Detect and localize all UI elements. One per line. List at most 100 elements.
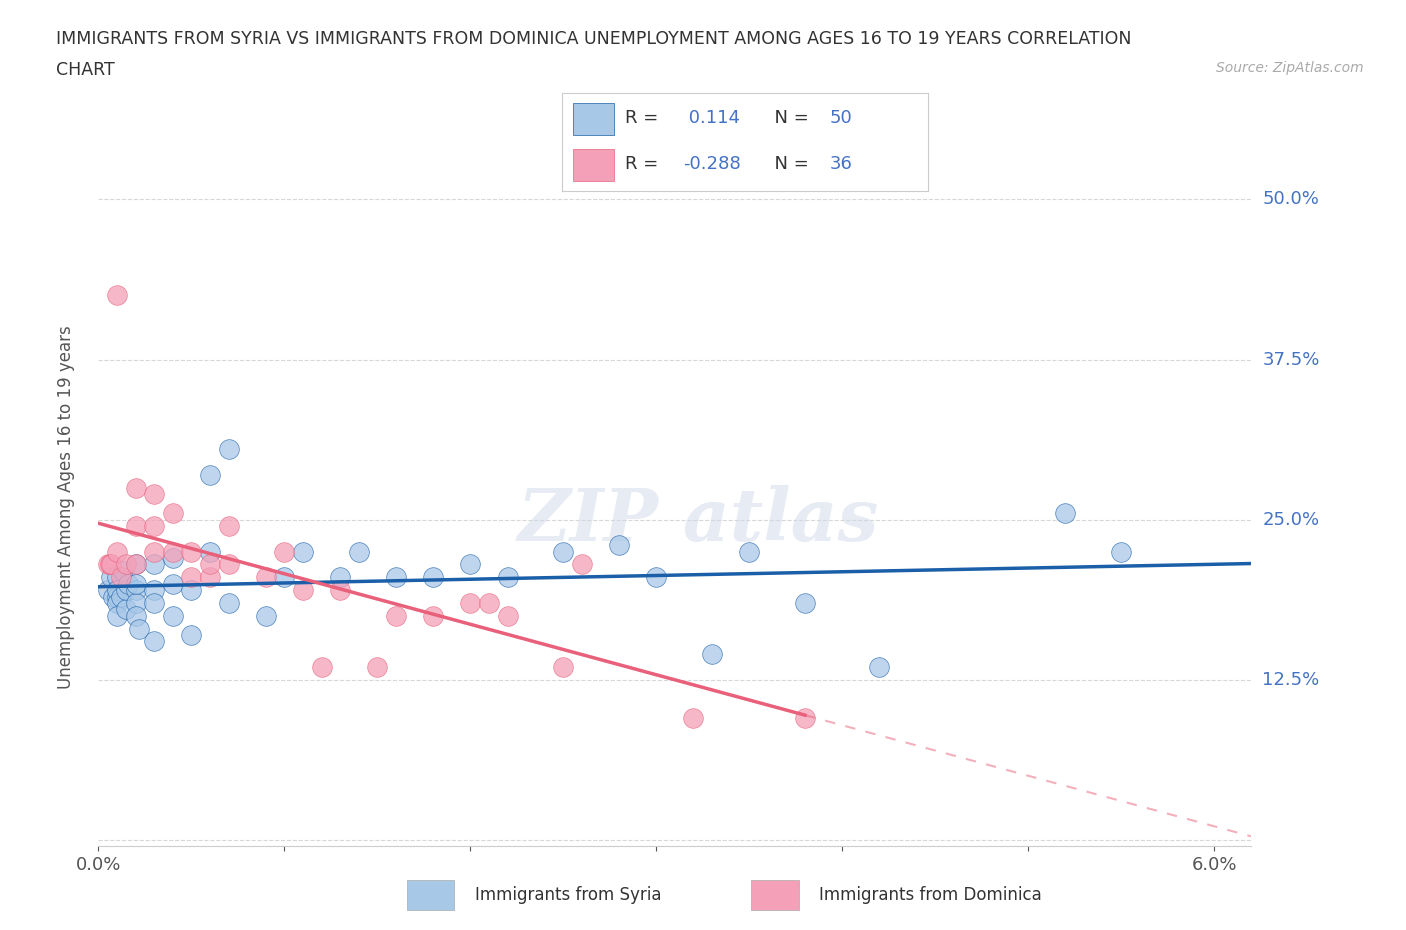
Point <box>105 608 128 623</box>
Point <box>128 621 150 636</box>
Point <box>496 608 519 623</box>
Point <box>254 570 277 585</box>
FancyBboxPatch shape <box>751 880 799 910</box>
Point <box>218 557 240 572</box>
Point <box>100 570 122 585</box>
Point <box>198 570 221 585</box>
Point <box>198 468 221 483</box>
Point <box>111 564 134 578</box>
Point <box>478 595 501 610</box>
Point <box>273 544 295 559</box>
Text: 25.0%: 25.0% <box>1263 511 1320 528</box>
Point <box>97 557 120 572</box>
Text: N =: N = <box>763 110 815 127</box>
Point <box>180 544 202 559</box>
Point <box>496 570 519 585</box>
Point <box>291 544 314 559</box>
Point <box>124 595 146 610</box>
Point <box>105 570 128 585</box>
Point <box>162 551 184 565</box>
Point <box>162 506 184 521</box>
Text: 0.114: 0.114 <box>683 110 740 127</box>
Point <box>143 634 166 649</box>
Point <box>105 544 128 559</box>
Point <box>460 557 482 572</box>
Point <box>162 608 184 623</box>
Point <box>124 583 146 598</box>
Point <box>115 557 138 572</box>
Text: N =: N = <box>763 155 815 173</box>
Point <box>115 583 138 598</box>
Text: Source: ZipAtlas.com: Source: ZipAtlas.com <box>1216 61 1364 75</box>
FancyBboxPatch shape <box>408 880 454 910</box>
Point <box>645 570 668 585</box>
Point <box>1054 506 1077 521</box>
FancyBboxPatch shape <box>574 103 613 135</box>
Point <box>97 583 120 598</box>
Text: IMMIGRANTS FROM SYRIA VS IMMIGRANTS FROM DOMINICA UNEMPLOYMENT AMONG AGES 16 TO : IMMIGRANTS FROM SYRIA VS IMMIGRANTS FROM… <box>56 30 1132 47</box>
Point <box>571 557 593 572</box>
Point <box>124 557 146 572</box>
Point <box>553 659 575 674</box>
Point <box>385 570 408 585</box>
Point <box>422 570 444 585</box>
Point <box>143 583 166 598</box>
Point <box>143 544 166 559</box>
Point <box>180 583 202 598</box>
Text: CHART: CHART <box>56 61 115 79</box>
Point <box>105 589 128 604</box>
Point <box>366 659 388 674</box>
Text: Immigrants from Dominica: Immigrants from Dominica <box>818 886 1042 904</box>
Point <box>162 577 184 591</box>
Point <box>254 608 277 623</box>
Point <box>329 570 352 585</box>
Point <box>143 486 166 501</box>
Text: 50.0%: 50.0% <box>1263 191 1319 208</box>
Point <box>347 544 370 559</box>
Point <box>218 519 240 534</box>
Point <box>329 583 352 598</box>
Point <box>124 577 146 591</box>
Point <box>180 628 202 643</box>
Text: Immigrants from Syria: Immigrants from Syria <box>475 886 661 904</box>
Point <box>103 589 125 604</box>
Point <box>682 711 704 725</box>
Point <box>180 570 202 585</box>
Point <box>124 557 146 572</box>
Point <box>198 557 221 572</box>
Point <box>794 711 817 725</box>
Point <box>700 646 723 661</box>
Point <box>162 544 184 559</box>
Point <box>218 442 240 457</box>
Point <box>1109 544 1132 559</box>
Point <box>794 595 817 610</box>
Text: 36: 36 <box>830 155 852 173</box>
Point <box>143 519 166 534</box>
Text: 37.5%: 37.5% <box>1263 351 1320 368</box>
Point <box>117 577 139 591</box>
Point <box>124 519 146 534</box>
Text: ZIP atlas: ZIP atlas <box>517 485 879 556</box>
Point <box>311 659 333 674</box>
Point <box>105 583 128 598</box>
Point <box>98 557 121 572</box>
Point <box>460 595 482 610</box>
Point <box>110 570 132 585</box>
Point <box>738 544 761 559</box>
Text: 12.5%: 12.5% <box>1263 671 1320 689</box>
Point <box>100 557 122 572</box>
Text: -0.288: -0.288 <box>683 155 741 173</box>
Point <box>385 608 408 623</box>
Point <box>143 557 166 572</box>
Point <box>868 659 890 674</box>
Point <box>198 544 221 559</box>
Point <box>422 608 444 623</box>
Text: R =: R = <box>624 155 664 173</box>
Point <box>218 595 240 610</box>
Point <box>291 583 314 598</box>
Y-axis label: Unemployment Among Ages 16 to 19 years: Unemployment Among Ages 16 to 19 years <box>56 325 75 689</box>
Point <box>105 288 128 303</box>
Point <box>115 602 138 617</box>
Point <box>110 589 132 604</box>
Point <box>143 595 166 610</box>
